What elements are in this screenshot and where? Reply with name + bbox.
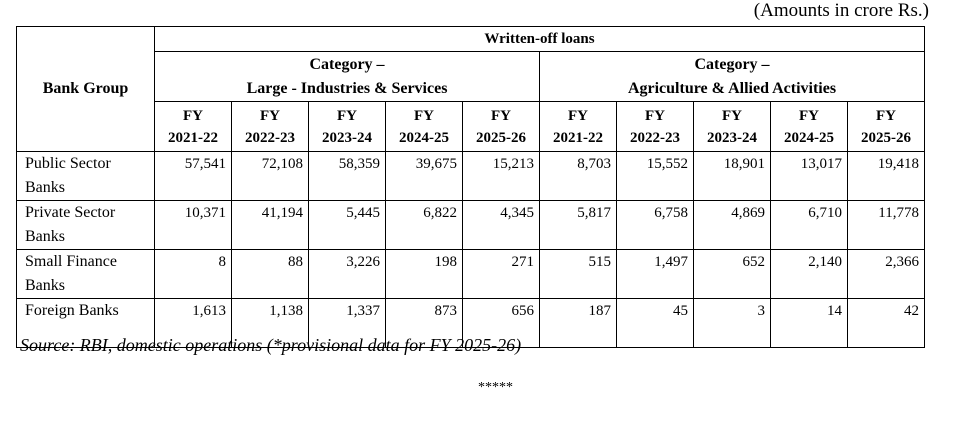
table-cell-large: 58,359 — [308, 151, 386, 201]
bank-group-label: Foreign Banks — [16, 298, 155, 348]
separator-stars: ***** — [478, 380, 513, 395]
fy-label: FY — [183, 107, 203, 124]
table-cell-agri: 1,497 — [616, 249, 694, 299]
table-cell-large: 4,345 — [462, 200, 540, 250]
fy-label: FY — [260, 107, 280, 124]
table-cell-large: 5,445 — [308, 200, 386, 250]
table-cell-large: 1,613 — [154, 298, 232, 348]
fy-year: 2023-24 — [707, 129, 757, 146]
table-cell-agri: 13,017 — [770, 151, 848, 201]
fy-header-cell: FY 2025-26 — [847, 101, 925, 152]
fy-year: 2024-25 — [784, 129, 834, 146]
units-note: (Amounts in crore Rs.) — [753, 0, 929, 21]
fy-year: 2025-26 — [476, 129, 526, 146]
table-cell-agri: 652 — [693, 249, 771, 299]
category-large-line2: Large - Industries & Services — [246, 79, 448, 97]
fy-header-cell: FY 2021-22 — [154, 101, 232, 152]
table-cell-agri: 18,901 — [693, 151, 771, 201]
table-cell-agri: 515 — [539, 249, 617, 299]
fy-header-cell: FY 2022-23 — [231, 101, 309, 152]
fy-header-cell: FY 2022-23 — [616, 101, 694, 152]
bank-group-label-line2: Banks — [25, 277, 65, 294]
table-row: Private Sector Banks 10,371 41,194 5,445 6,82… — [16, 200, 925, 250]
table-cell-agri: 6,758 — [616, 200, 694, 250]
table-cell-large: 57,541 — [154, 151, 232, 201]
bank-group-label: Public Sector Banks — [16, 151, 155, 201]
table-cell-agri: 187 — [539, 298, 617, 348]
bank-group-label-line1: Private Sector — [25, 204, 116, 221]
fy-label: FY — [491, 107, 511, 124]
table-cell-agri: 2,140 — [770, 249, 848, 299]
table-cell-agri: 14 — [770, 298, 848, 348]
fy-label: FY — [876, 107, 896, 124]
fy-year: 2023-24 — [322, 129, 372, 146]
fy-label: FY — [722, 107, 742, 124]
category-agri-line2: Agriculture & Allied Activities — [627, 79, 837, 97]
table-cell-large: 41,194 — [231, 200, 309, 250]
fy-header-cell: FY 2025-26 — [462, 101, 540, 152]
category-agri-line1: Category – — [694, 55, 770, 73]
category-large-header: Category – Large - Industries & Services — [154, 51, 540, 102]
bank-group-label-line1: Small Finance — [25, 253, 117, 270]
table-cell-large: 39,675 — [385, 151, 463, 201]
bank-group-header: Bank Group — [16, 26, 155, 152]
table-row: Public Sector Banks 57,541 72,108 58,359 39,6… — [16, 151, 925, 201]
table-cell-large: 3,226 — [308, 249, 386, 299]
fy-year: 2021-22 — [553, 129, 603, 146]
fy-label: FY — [414, 107, 434, 124]
fy-header-cell: FY 2024-25 — [770, 101, 848, 152]
table-cell-agri: 11,778 — [847, 200, 925, 250]
fy-label: FY — [568, 107, 588, 124]
table-cell-agri: 6,710 — [770, 200, 848, 250]
table-cell-agri: 5,817 — [539, 200, 617, 250]
table-cell-large: 1,337 — [308, 298, 386, 348]
table-cell-agri: 2,366 — [847, 249, 925, 299]
fy-year: 2021-22 — [168, 129, 218, 146]
table-cell-agri: 3 — [693, 298, 771, 348]
table-cell-large: 271 — [462, 249, 540, 299]
fy-header-cell: FY 2023-24 — [693, 101, 771, 152]
table-cell-large: 6,822 — [385, 200, 463, 250]
table-cell-agri: 8,703 — [539, 151, 617, 201]
fy-label: FY — [337, 107, 357, 124]
table-cell-large: 15,213 — [462, 151, 540, 201]
fy-label: FY — [645, 107, 665, 124]
table-cell-large: 88 — [231, 249, 309, 299]
fy-header-cell: FY 2023-24 — [308, 101, 386, 152]
category-agri-header: Category – Agriculture & Allied Activiti… — [539, 51, 925, 102]
fy-year: 2022-23 — [245, 129, 295, 146]
table-row: Foreign Banks 1,613 1,138 1,337 873 656 187 45 3… — [16, 298, 925, 348]
bank-group-label: Private Sector Banks — [16, 200, 155, 250]
table-cell-large: 8 — [154, 249, 232, 299]
fy-year: 2024-25 — [399, 129, 449, 146]
bank-group-label: Small Finance Banks — [16, 249, 155, 299]
category-large-line1: Category – — [309, 55, 385, 73]
fy-year: 2025-26 — [861, 129, 911, 146]
table-cell-large: 72,108 — [231, 151, 309, 201]
table-cell-agri: 42 — [847, 298, 925, 348]
table-row: Small Finance Banks 8 88 3,226 198 271 515 1,497… — [16, 249, 925, 299]
table-cell-agri: 19,418 — [847, 151, 925, 201]
fy-label: FY — [799, 107, 819, 124]
bank-group-label-line2: Banks — [25, 228, 65, 245]
written-off-header: Written-off loans — [154, 26, 925, 52]
table-cell-agri: 15,552 — [616, 151, 694, 201]
fy-header-cell: FY 2021-22 — [539, 101, 617, 152]
bank-group-label-line2: Banks — [25, 179, 65, 196]
fy-year: 2022-23 — [630, 129, 680, 146]
table-cell-agri: 45 — [616, 298, 694, 348]
written-off-loans-table: Bank Group Written-off loans Category – … — [16, 26, 925, 348]
bank-group-label-line1: Foreign Banks — [25, 302, 119, 319]
table-cell-agri: 4,869 — [693, 200, 771, 250]
bank-group-label-line1: Public Sector — [25, 155, 111, 172]
source-note: Source: RBI, domestic operations (*provi… — [20, 335, 522, 355]
table-cell-large: 10,371 — [154, 200, 232, 250]
table-cell-large: 198 — [385, 249, 463, 299]
fy-header-cell: FY 2024-25 — [385, 101, 463, 152]
